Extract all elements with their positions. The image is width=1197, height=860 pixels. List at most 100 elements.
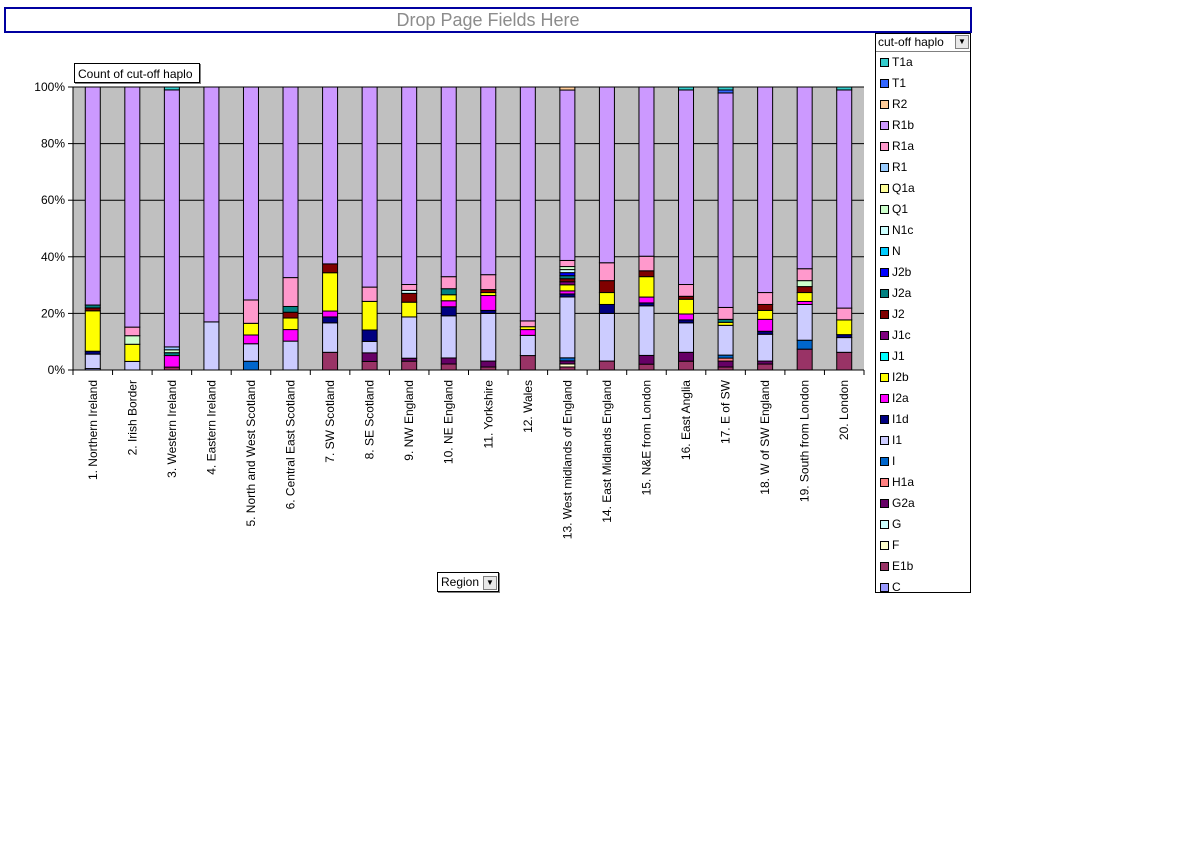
x-tick-label: 5. North and West Scotland: [244, 380, 258, 527]
legend-entry: I1: [876, 430, 970, 451]
bar-segment: [638, 86, 655, 257]
bar-segment: [124, 335, 141, 345]
legend-swatch: [880, 247, 889, 256]
legend-swatch: [880, 499, 889, 508]
bar-segment: [163, 86, 180, 91]
bar-segment: [322, 351, 339, 371]
legend-field-button[interactable]: cut-off haplo ▼: [876, 34, 970, 52]
legend-swatch: [880, 184, 889, 193]
legend-label: J2a: [892, 286, 912, 300]
legend-label: N1c: [892, 223, 914, 237]
legend-entry: I2b: [876, 367, 970, 388]
bar-segment: [836, 319, 853, 336]
x-tick-label: 6. Central East Scotland: [284, 380, 298, 509]
legend-swatch: [880, 541, 889, 550]
page-field-drop-zone[interactable]: Drop Page Fields Here: [4, 7, 972, 33]
legend-entry: F: [876, 535, 970, 556]
bar-segment: [678, 360, 695, 371]
legend-entry: J2a: [876, 283, 970, 304]
legend-entry: G2a: [876, 493, 970, 514]
x-tick-label: 7. SW Scotland: [323, 380, 337, 463]
legend-entry: E1b: [876, 556, 970, 577]
bar-segment: [84, 353, 101, 370]
bar-segment: [322, 263, 339, 274]
legend-swatch: [880, 268, 889, 277]
bar-segment: [322, 86, 339, 265]
bar-segment: [480, 86, 497, 276]
bar-segment: [519, 334, 536, 357]
bar-segment: [717, 92, 734, 308]
legend-entry: R1b: [876, 115, 970, 136]
bar-segment: [559, 296, 576, 359]
bar-segment: [242, 299, 259, 324]
bar-segment: [796, 339, 813, 350]
legend-entry: N: [876, 241, 970, 262]
bar-segment: [282, 340, 299, 371]
bar-segment: [440, 276, 457, 290]
bar-segment: [203, 86, 220, 323]
bar-segment: [836, 89, 853, 309]
bar-segment: [282, 311, 299, 319]
bar-segment: [717, 306, 734, 320]
x-tick-label: 9. NW England: [402, 380, 416, 461]
bar-segment: [598, 312, 615, 362]
bar-segment: [361, 300, 378, 331]
y-tick-label: 40%: [41, 250, 65, 264]
legend-entry: J1: [876, 346, 970, 367]
bar-segment: [361, 360, 378, 371]
legend-label: R1a: [892, 139, 915, 153]
legend-label: G2a: [892, 496, 915, 510]
bar-segment: [559, 259, 576, 268]
bar-segment: [678, 86, 695, 91]
legend-swatch: [880, 415, 889, 424]
legend-label: F: [892, 538, 900, 552]
x-tick-label: 18. W of SW England: [758, 380, 772, 495]
legend-label: Q1a: [892, 181, 915, 195]
legend-entry: T1: [876, 73, 970, 94]
legend-swatch: [880, 289, 889, 298]
bar-segment: [678, 322, 695, 353]
row-field-button[interactable]: Region ▼: [437, 572, 499, 592]
bar-segment: [638, 255, 655, 272]
chevron-down-icon[interactable]: ▼: [955, 35, 969, 49]
bar-segment: [440, 86, 457, 278]
legend-entry: T1a: [876, 52, 970, 73]
bar-segment: [361, 286, 378, 302]
chevron-down-icon[interactable]: ▼: [483, 576, 497, 590]
legend-swatch: [880, 79, 889, 88]
x-tick-label: 14. East Midlands England: [600, 380, 614, 523]
bar-segment: [678, 89, 695, 286]
bar-segment: [598, 292, 615, 305]
bar-segment: [836, 351, 853, 371]
bar-segment: [559, 86, 576, 91]
legend-label: R1: [892, 160, 908, 174]
legend-list: T1a T1 R2 R1b R1a R1 Q1a Q1 N1c N J2b J2a J2 J1c J1 I2b…: [876, 52, 970, 598]
bar-segment: [796, 348, 813, 371]
legend-swatch: [880, 310, 889, 319]
bar-segment: [282, 329, 299, 342]
legend-swatch: [880, 436, 889, 445]
x-tick-label: 20. London: [837, 380, 851, 440]
bar-segment: [480, 360, 497, 368]
legend-label: J1: [892, 349, 905, 363]
bar-segment: [480, 295, 497, 311]
legend-label: C: [892, 580, 901, 594]
bar-segment: [638, 363, 655, 371]
bar-segment: [322, 272, 339, 312]
legend-swatch: [880, 583, 889, 592]
legend-swatch: [880, 478, 889, 487]
bar-segment: [163, 355, 180, 368]
bar-segment: [519, 329, 536, 336]
legend-label: J2b: [892, 265, 912, 279]
bar-segment: [401, 284, 418, 291]
y-tick-label: 60%: [41, 193, 65, 207]
bar-segment: [757, 86, 774, 294]
bar-segment: [519, 320, 536, 328]
legend-label: E1b: [892, 559, 914, 573]
bar-segment: [361, 340, 378, 354]
legend-swatch: [880, 163, 889, 172]
data-field-label: Count of cut-off haplo: [78, 67, 193, 81]
data-field-button[interactable]: Count of cut-off haplo: [74, 63, 200, 83]
bar-segment: [361, 329, 378, 342]
bar-segment: [480, 312, 497, 362]
